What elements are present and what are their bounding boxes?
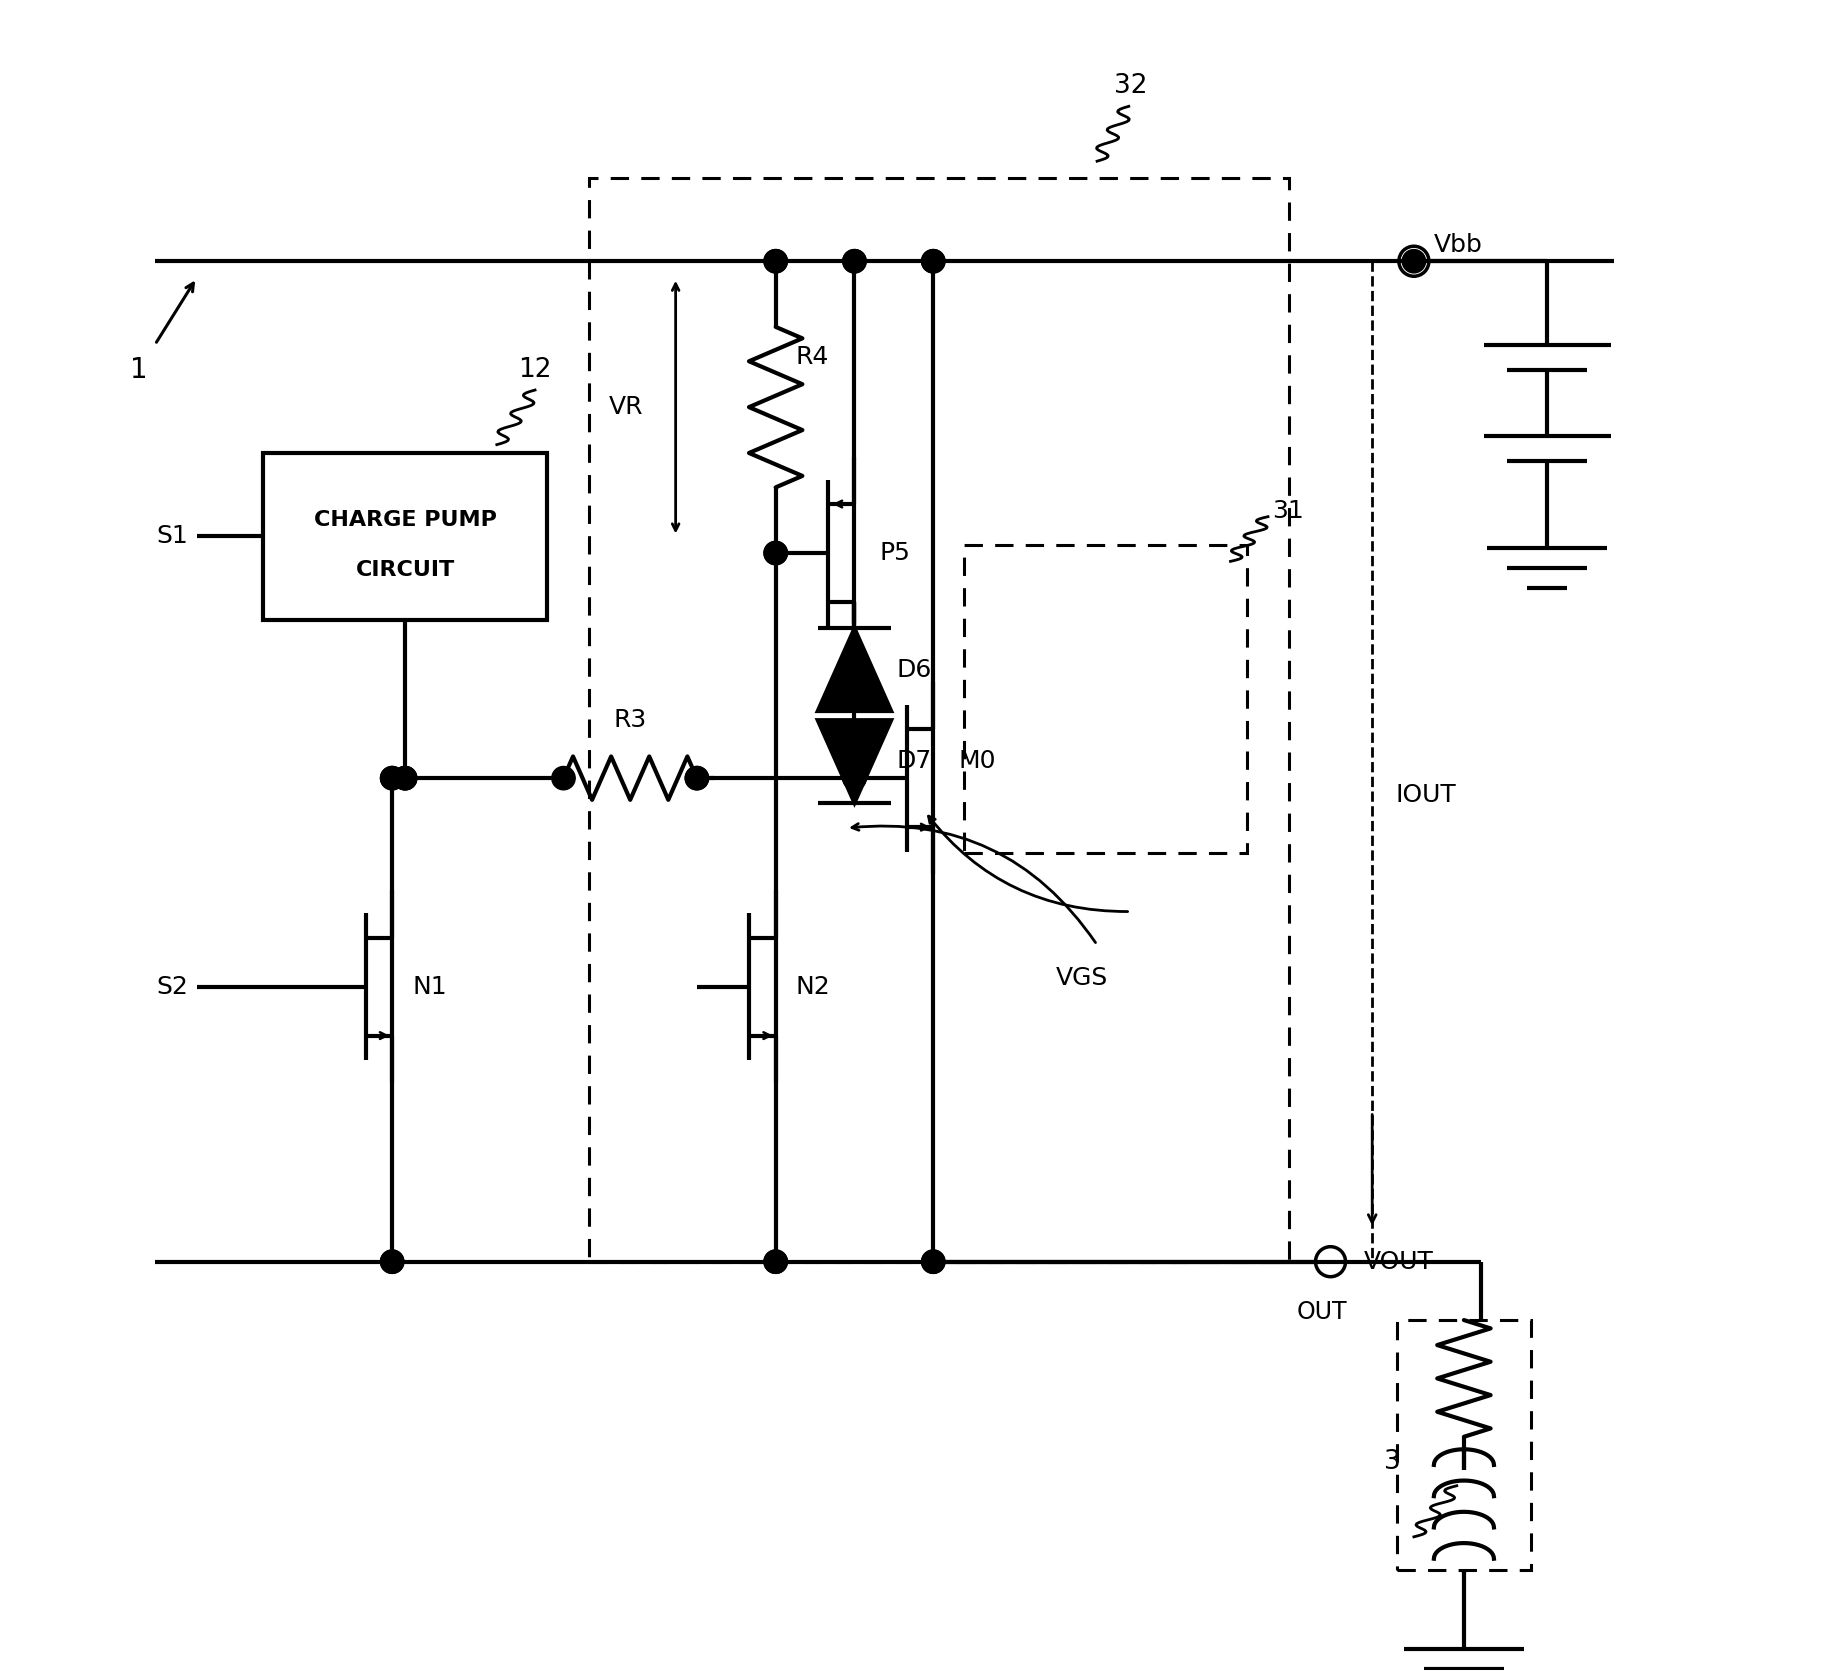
Text: VGS: VGS [1055, 967, 1108, 990]
Text: N2: N2 [797, 975, 830, 999]
Circle shape [393, 766, 417, 790]
Text: S1: S1 [157, 524, 188, 549]
Text: S2: S2 [157, 975, 188, 999]
Text: CIRCUIT: CIRCUIT [356, 560, 455, 581]
Circle shape [763, 249, 787, 273]
Text: D6: D6 [896, 657, 931, 683]
Polygon shape [817, 629, 891, 711]
Text: 1: 1 [129, 356, 148, 383]
Circle shape [380, 1250, 404, 1273]
Circle shape [686, 766, 708, 790]
Circle shape [922, 249, 944, 273]
Circle shape [380, 766, 404, 790]
Text: IOUT: IOUT [1396, 783, 1457, 806]
Text: R4: R4 [797, 345, 830, 370]
Circle shape [380, 1250, 404, 1273]
Circle shape [763, 1250, 787, 1273]
Circle shape [922, 1250, 944, 1273]
Text: CHARGE PUMP: CHARGE PUMP [313, 510, 496, 530]
Text: D7: D7 [896, 750, 931, 773]
Circle shape [1401, 249, 1425, 273]
Text: P5: P5 [880, 540, 911, 565]
Circle shape [843, 249, 867, 273]
Circle shape [763, 542, 787, 565]
Text: 12: 12 [518, 356, 551, 383]
Text: Vbb: Vbb [1435, 233, 1483, 256]
Text: VOUT: VOUT [1365, 1250, 1435, 1273]
Circle shape [393, 766, 417, 790]
Polygon shape [817, 719, 891, 803]
Bar [264, 453, 548, 619]
Circle shape [922, 249, 944, 273]
Text: VR: VR [609, 395, 644, 420]
Circle shape [763, 249, 787, 273]
Text: OUT: OUT [1296, 1300, 1348, 1323]
Circle shape [843, 249, 867, 273]
Circle shape [380, 766, 404, 790]
Circle shape [393, 766, 417, 790]
Bar [1398, 1320, 1531, 1571]
Bar [964, 545, 1247, 853]
Circle shape [922, 1250, 944, 1273]
Circle shape [551, 766, 575, 790]
Circle shape [763, 542, 787, 565]
Text: N1: N1 [413, 975, 446, 999]
Text: 3: 3 [1383, 1449, 1401, 1476]
Text: R3: R3 [614, 708, 647, 731]
Circle shape [686, 766, 708, 790]
Text: 32: 32 [1114, 74, 1147, 99]
Text: M0: M0 [959, 750, 996, 773]
Circle shape [763, 1250, 787, 1273]
Text: 31: 31 [1272, 499, 1304, 524]
Circle shape [843, 766, 867, 790]
Bar [588, 177, 1289, 1261]
Circle shape [843, 766, 867, 790]
